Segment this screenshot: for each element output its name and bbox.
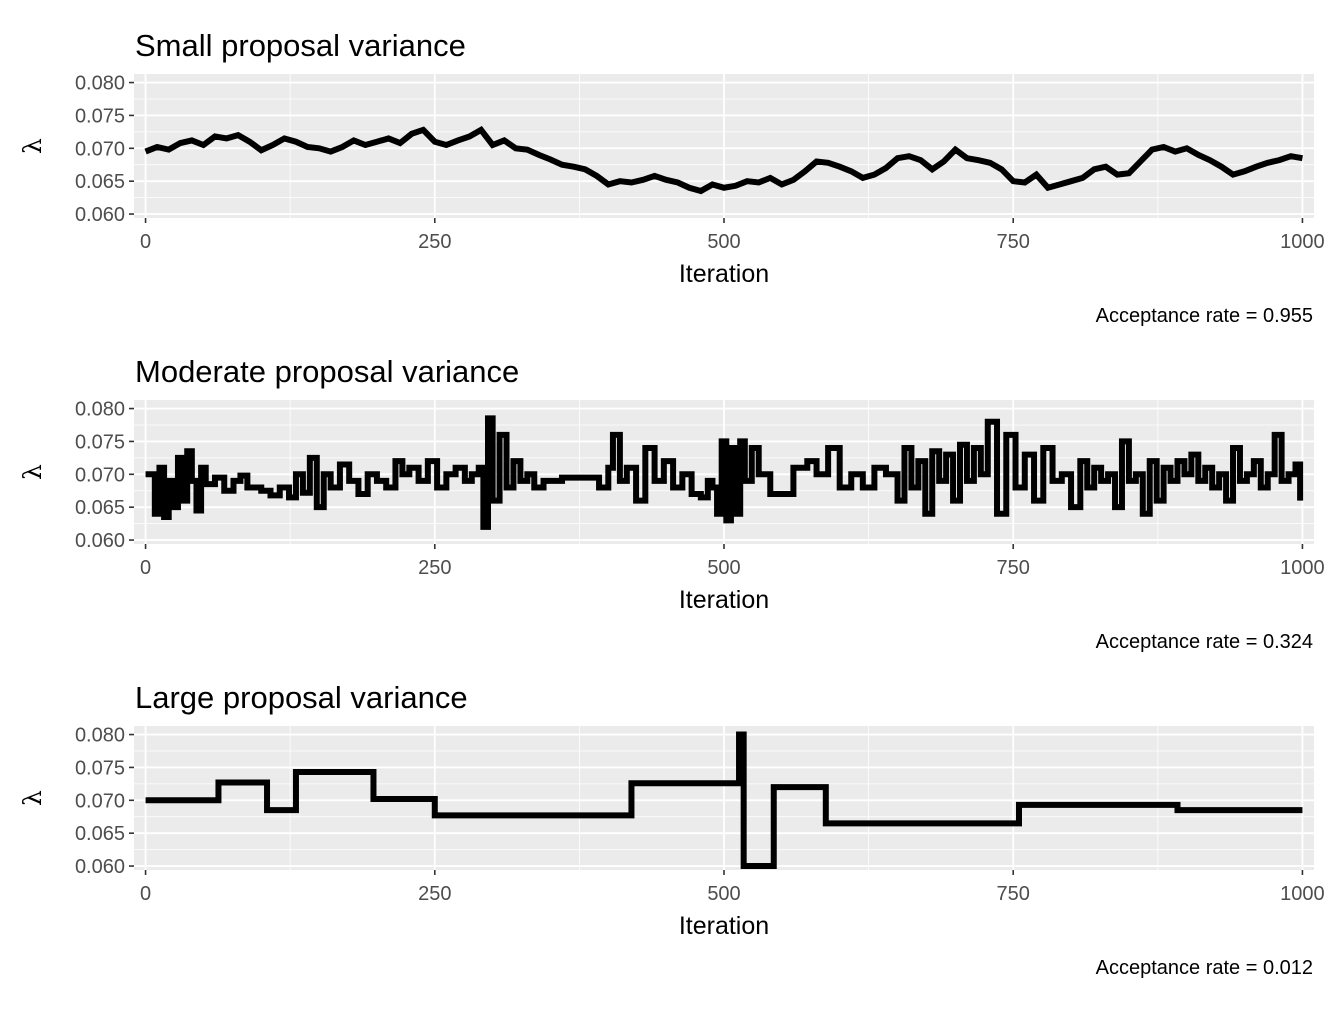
y-tick-label: 0.070 — [75, 790, 125, 812]
y-tick-label: 0.070 — [75, 464, 125, 486]
acceptance-rate-caption: Acceptance rate = 0.012 — [1096, 957, 1313, 979]
series-line-1 — [144, 125, 1303, 195]
y-tick-label: 0.065 — [75, 171, 125, 193]
chart-panel-2: 0 250 500 750 1000 0.060 0.065 0.070 0.075 0.080 M… — [18, 354, 1325, 653]
x-tick-label: 1000 — [1280, 231, 1325, 253]
chart-title: Moderate proposal variance — [135, 354, 519, 389]
acceptance-rate-caption: Acceptance rate = 0.955 — [1096, 305, 1313, 327]
x-tick-label: 0 — [140, 557, 151, 579]
y-tick-label: 0.075 — [75, 431, 125, 453]
x-tick-label: 750 — [997, 231, 1030, 253]
y-tick-label: 0.075 — [75, 105, 125, 127]
x-tick-label: 250 — [418, 883, 451, 905]
y-axis-label: λ — [18, 464, 47, 480]
y-tick-label: 0.065 — [75, 497, 125, 519]
x-tick-label: 1000 — [1280, 883, 1325, 905]
series-line-1 — [145, 731, 1303, 870]
y-axis-label: λ — [18, 138, 47, 154]
x-tick-label: 250 — [418, 557, 451, 579]
x-tick-label: 500 — [707, 883, 740, 905]
y-tick-label: 0.080 — [75, 73, 125, 95]
chart-panel-1: 0 250 500 750 1000 0.060 0.065 0.070 0.075 0.080 S… — [18, 28, 1325, 327]
y-tick-label: 0.065 — [75, 823, 125, 845]
x-tick-label: 750 — [997, 557, 1030, 579]
y-tick-label: 0.060 — [75, 856, 125, 878]
chart-title: Large proposal variance — [135, 680, 468, 715]
x-axis-label: Iteration — [679, 260, 769, 288]
y-axis-label: λ — [18, 790, 47, 806]
chart-panel-3: 0 250 500 750 1000 0.060 0.065 0.070 0.075 0.080 L… — [18, 680, 1325, 979]
x-tick-label: 750 — [997, 883, 1030, 905]
chart-title: Small proposal variance — [135, 28, 466, 63]
y-tick-label: 0.060 — [75, 204, 125, 226]
y-tick-label: 0.080 — [75, 399, 125, 421]
y-tick-label: 0.080 — [75, 725, 125, 747]
series-line-1 — [145, 415, 1304, 530]
x-axis-label: Iteration — [679, 586, 769, 614]
x-tick-label: 500 — [707, 231, 740, 253]
x-tick-label: 250 — [418, 231, 451, 253]
x-tick-label: 1000 — [1280, 557, 1325, 579]
x-tick-label: 0 — [140, 231, 151, 253]
y-tick-label: 0.075 — [75, 757, 125, 779]
acceptance-rate-caption: Acceptance rate = 0.324 — [1096, 631, 1313, 653]
y-tick-label: 0.070 — [75, 138, 125, 160]
y-tick-label: 0.060 — [75, 530, 125, 552]
x-tick-label: 0 — [140, 883, 151, 905]
x-axis-label: Iteration — [679, 912, 769, 940]
x-tick-label: 500 — [707, 557, 740, 579]
